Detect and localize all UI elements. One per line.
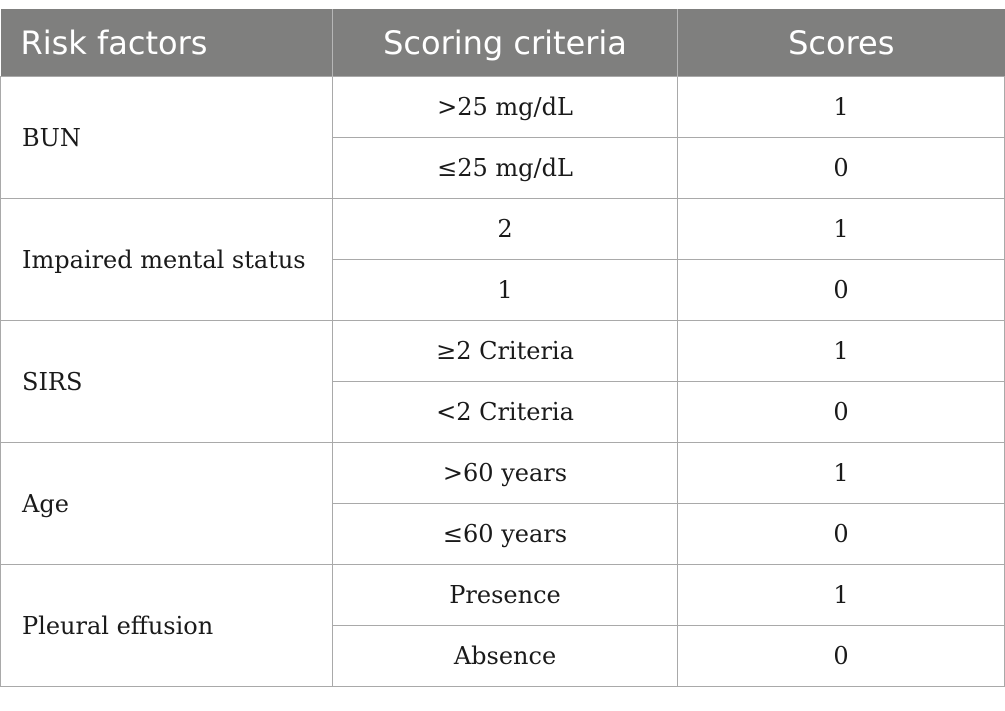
score-cell: 0 — [677, 625, 1005, 687]
criterion-cell: Absence — [332, 625, 678, 687]
criterion-cell: 2 — [332, 198, 678, 260]
score-cell: 0 — [677, 259, 1005, 321]
table-row: 1 0 — [1, 259, 1005, 321]
criterion-cell: ≤25 mg/dL — [332, 137, 678, 199]
table-row: Pleural effusion Presence 1 — [0, 564, 1005, 687]
table-row: Age >60 years 1 — [0, 442, 1005, 565]
table-row: Impaired mental status 2 1 — [0, 198, 1005, 321]
table-row: SIRS ≥2 Criteria 1 — [0, 320, 1005, 443]
criterion-cell: ≤60 years — [332, 503, 678, 565]
table-row: BUN >25 mg/dL 1 — [0, 76, 1005, 199]
score-cell: 1 — [677, 442, 1005, 504]
header-risk-factors: Risk factors — [0, 9, 333, 77]
table-row: ≤25 mg/dL 0 — [1, 137, 1005, 199]
score-cell: 1 — [677, 76, 1005, 138]
table-body: BUN >25 mg/dL 1 ≤25 mg/dL 0 Impaired men… — [0, 76, 1005, 687]
criterion-cell: ≥2 Criteria — [332, 320, 678, 382]
criterion-cell: 1 — [332, 259, 678, 321]
header-scores: Scores — [677, 9, 1005, 77]
header-scoring-criteria: Scoring criteria — [332, 9, 678, 77]
score-cell: 0 — [677, 137, 1005, 199]
score-cell: 1 — [677, 198, 1005, 260]
score-cell: 1 — [677, 320, 1005, 382]
risk-score-table: Risk factors Scoring criteria Scores BUN… — [0, 9, 1005, 687]
score-cell: 0 — [677, 381, 1005, 443]
score-cell: 0 — [677, 503, 1005, 565]
criterion-cell: <2 Criteria — [332, 381, 678, 443]
risk-factor-cell: Pleural effusion — [0, 564, 333, 687]
table-header: Risk factors Scoring criteria Scores — [0, 9, 1005, 77]
table-row: Absence 0 — [1, 625, 1005, 687]
criterion-cell: >25 mg/dL — [332, 76, 678, 138]
table-row: <2 Criteria 0 — [1, 381, 1005, 443]
score-cell: 1 — [677, 564, 1005, 626]
risk-factor-cell: Impaired mental status — [0, 198, 333, 321]
risk-factor-cell: BUN — [0, 76, 333, 199]
risk-factor-cell: SIRS — [0, 320, 333, 443]
risk-factor-cell: Age — [0, 442, 333, 565]
criterion-cell: >60 years — [332, 442, 678, 504]
header-row: Risk factors Scoring criteria Scores — [0, 9, 1005, 77]
criterion-cell: Presence — [332, 564, 678, 626]
